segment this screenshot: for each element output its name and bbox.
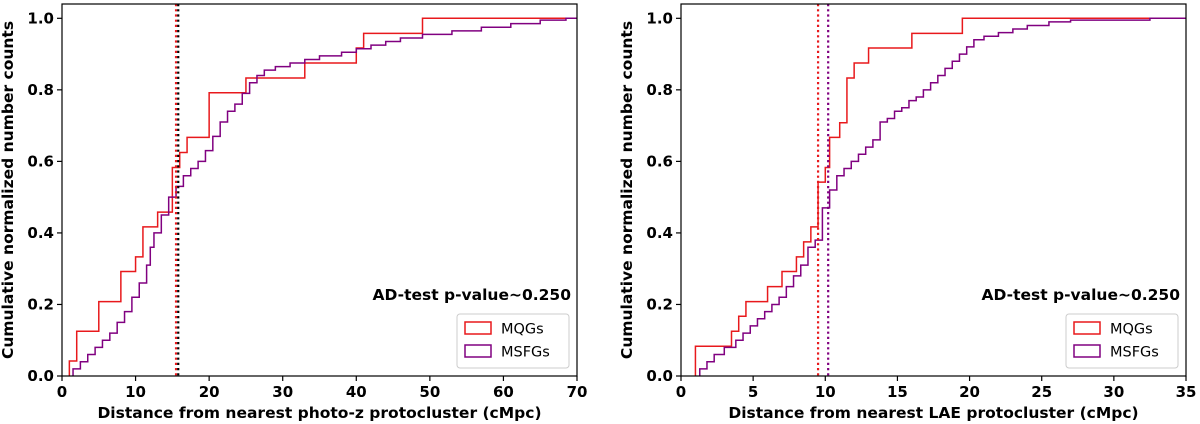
ad-test-annotation: AD-test p-value~0.250 <box>372 286 571 304</box>
y-tick-label: 0.2 <box>27 295 54 313</box>
plot-area <box>68 4 577 376</box>
x-tick-label: 10 <box>815 383 836 401</box>
x-tick-label: 20 <box>959 383 980 401</box>
legend: MQGs MSFGs <box>456 313 570 369</box>
legend-swatch-msfgs <box>1073 344 1101 358</box>
x-tick-label: 5 <box>748 383 758 401</box>
y-tick-label: 0.4 <box>646 224 673 242</box>
y-tick-label: 0.0 <box>646 367 673 385</box>
y-tick-label: 0.8 <box>27 81 54 99</box>
legend: MQGs MSFGs <box>1065 313 1179 369</box>
x-axis-label: Distance from nearest photo-z protoclust… <box>97 404 541 422</box>
y-axis-label: Cumulative normalized number counts <box>618 21 636 359</box>
panel-photoz: 0 10 20 30 40 50 60 70 0.0 0.2 0.4 0.6 0.8 1.0 Distanc… <box>0 3 588 422</box>
y-tick-label: 0.6 <box>646 152 673 170</box>
x-tick-label: 35 <box>1176 383 1197 401</box>
x-tick-label: 30 <box>272 383 293 401</box>
y-tick-label: 1.0 <box>646 9 673 27</box>
legend-label-mqgs: MQGs <box>501 322 544 338</box>
legend-label-mqgs: MQGs <box>1110 322 1153 338</box>
ad-test-annotation: AD-test p-value~0.250 <box>981 286 1180 304</box>
x-tick-label: 50 <box>419 383 440 401</box>
axes-frame <box>61 3 578 377</box>
x-axis-label: Distance from nearest LAE protocluster (… <box>728 404 1138 422</box>
x-tick-label: 20 <box>199 383 220 401</box>
y-tick-label: 0.2 <box>646 295 673 313</box>
y-tick-label: 0.8 <box>646 81 673 99</box>
series-line-mqgs <box>694 17 1186 376</box>
legend-swatch-mqgs <box>1073 321 1101 335</box>
x-tick-label: 15 <box>887 383 908 401</box>
legend-swatch-mqgs <box>464 321 492 335</box>
x-tick-label: 0 <box>676 383 686 401</box>
x-tick-label: 0 <box>57 383 67 401</box>
y-tick-label: 1.0 <box>27 9 54 27</box>
legend-swatch-msfgs <box>464 344 492 358</box>
panel-lae: 0 5 10 15 20 25 30 35 0.0 0.2 0.4 0.6 0.8 1.0 Distance… <box>618 3 1197 422</box>
legend-label-msfgs: MSFGs <box>501 345 550 361</box>
x-tick-label: 25 <box>1031 383 1052 401</box>
y-tick-label: 0.4 <box>27 224 54 242</box>
y-tick-label: 0.0 <box>27 367 54 385</box>
series-line-msfgs <box>72 17 577 376</box>
x-tick-label: 10 <box>125 383 146 401</box>
y-tick-label: 0.6 <box>27 152 54 170</box>
legend-box <box>456 313 570 369</box>
legend-label-msfgs: MSFGs <box>1110 345 1159 361</box>
axes-frame <box>680 3 1187 377</box>
x-tick-label: 40 <box>346 383 367 401</box>
x-tick-label: 30 <box>1103 383 1124 401</box>
plot-area <box>694 4 1186 376</box>
x-tick-label: 70 <box>567 383 588 401</box>
series-line-msfgs <box>699 17 1186 376</box>
y-axis-label: Cumulative normalized number counts <box>0 21 17 359</box>
x-tick-label: 60 <box>493 383 514 401</box>
legend-box <box>1065 313 1179 369</box>
